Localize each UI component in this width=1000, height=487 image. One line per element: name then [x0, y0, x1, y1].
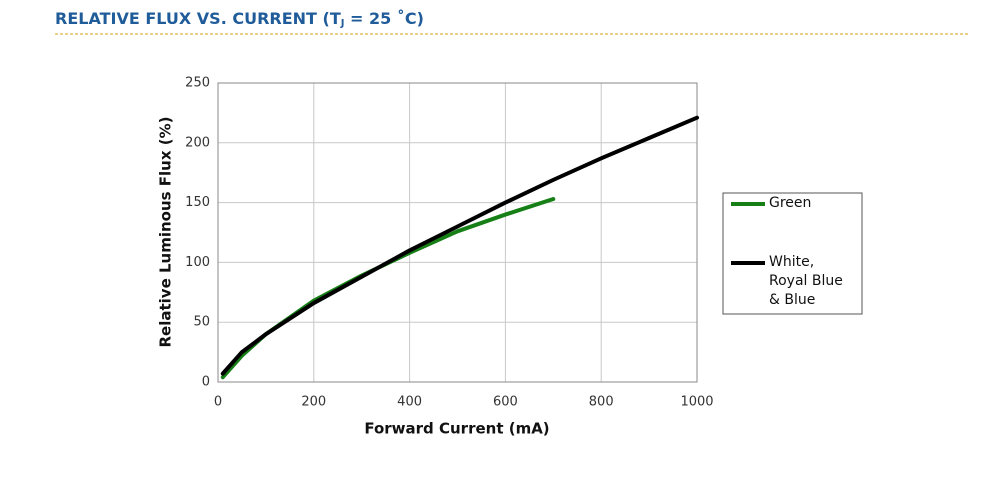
x-tick-label: 600: [493, 395, 518, 410]
x-tick-label: 200: [301, 395, 326, 410]
data-line: [220, 115, 699, 376]
data-line: [220, 197, 556, 380]
x-axis-label: Forward Current (mA): [364, 420, 549, 438]
y-tick-label: 250: [185, 76, 210, 91]
x-tick-label: 1000: [680, 395, 713, 410]
y-tick-label: 0: [202, 375, 210, 390]
title-part: RELATIVE FLUX VS. CURRENT (T: [55, 9, 341, 28]
x-tick-label: 800: [589, 395, 614, 410]
y-axis-label: Relative Luminous Flux (%): [157, 117, 175, 348]
legend-label: White, Royal Blue & Blue: [769, 254, 843, 308]
title-subscript: J: [340, 18, 345, 29]
title-part: = 25 ˚C): [344, 9, 423, 28]
y-tick-label: 200: [185, 135, 210, 150]
y-tick-label: 50: [193, 315, 210, 330]
legend-box: [722, 192, 863, 315]
x-tick-label: 0: [214, 395, 222, 410]
chart-title: RELATIVE FLUX VS. CURRENT (TJ = 25 ˚C): [55, 9, 424, 30]
x-tick-label: 400: [397, 395, 422, 410]
y-tick-label: 150: [185, 195, 210, 210]
plot-border: [217, 82, 698, 383]
legend-label: Green: [769, 195, 812, 211]
y-tick-label: 100: [185, 255, 210, 270]
